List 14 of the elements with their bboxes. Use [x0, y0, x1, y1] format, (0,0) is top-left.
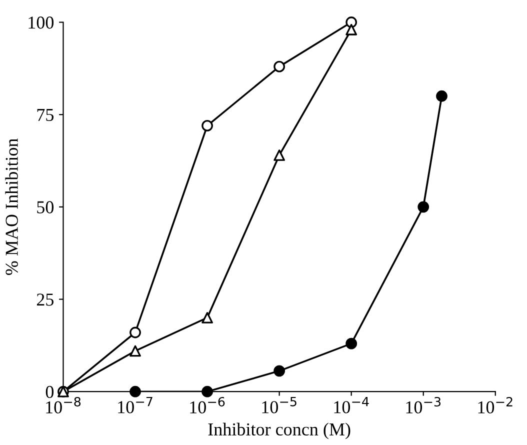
x-axis-title: Inhibitor concn (M) [208, 422, 350, 440]
x-tick-label: 10$^{−5}$ [262, 396, 296, 414]
x-tick-label: 10$^{−4}$ [334, 396, 369, 414]
y-tick-label: 100 [28, 16, 54, 29]
y-tick-label: 0 [46, 386, 54, 398]
x-tick-label: 10$^{−2}$ [478, 396, 512, 414]
x-tick-label: 10$^{−3}$ [406, 396, 441, 414]
y-axis-title: % MAO Inhibition [5, 138, 18, 276]
x-tick-label: 10$^{−8}$ [46, 396, 81, 414]
y-tick-label: 25 [36, 294, 54, 306]
y-tick-label: 75 [37, 109, 54, 122]
x-tick-label: 10$^{−7}$ [118, 396, 152, 414]
x-tick-label: 10$^{−6}$ [190, 396, 225, 414]
y-tick-label: 50 [37, 201, 54, 214]
